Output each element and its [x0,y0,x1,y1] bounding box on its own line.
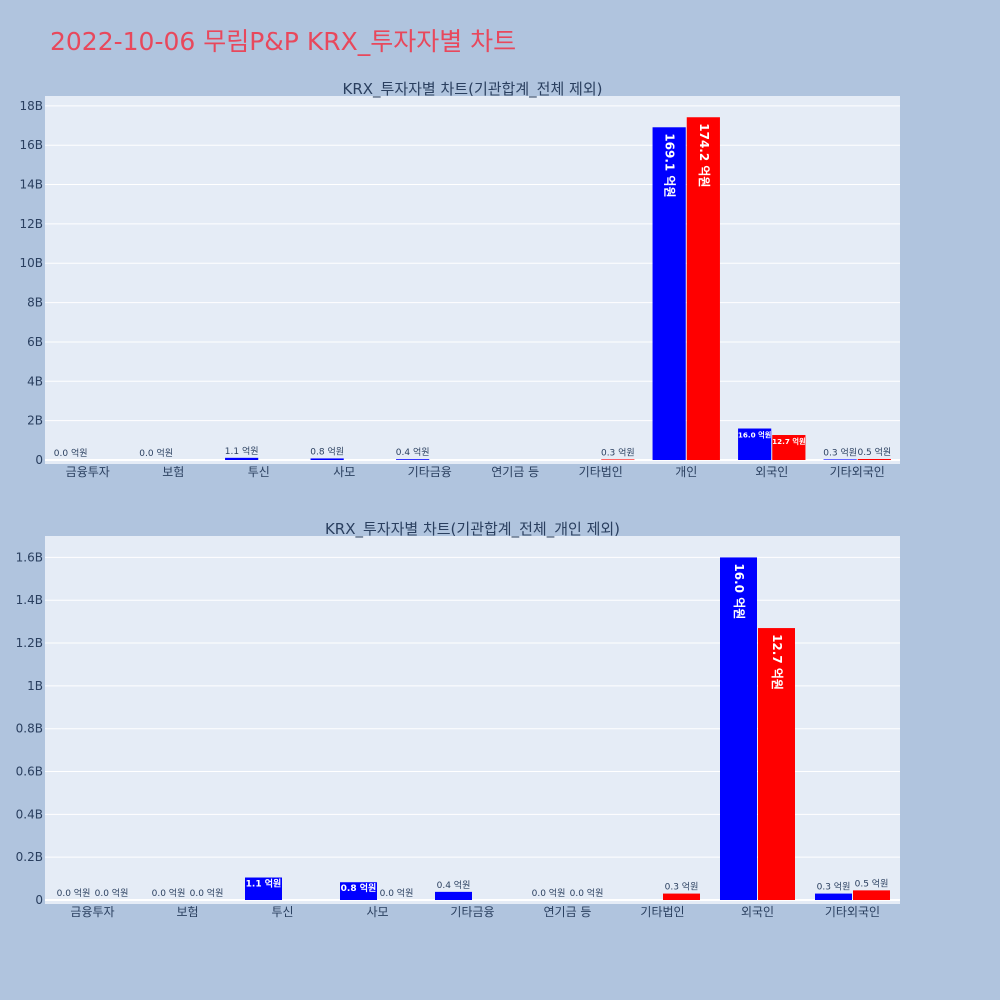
x-tick-label: 기타금융 [450,905,494,919]
x-tick-label: 투신 [248,465,270,479]
y-tick-label: 1.6B [16,550,43,564]
bar [601,459,635,460]
bar [772,435,806,460]
data-label: 0.0 억원 [54,447,88,459]
data-label: 0.3 억원 [665,881,699,893]
data-label: 16.0 억원 [738,431,771,440]
x-tick-label: 외국인 [755,465,788,479]
y-tick-label: 1.2B [16,636,43,650]
chart-title: KRX_투자자별 차트(기관합계_전체 제외) [343,80,603,99]
y-tick-label: 0.6B [16,765,43,779]
bar [823,459,857,460]
chart-title: KRX_투자자별 차트(기관합계_전체_개인 제외) [325,520,620,539]
x-tick-label: 금융투자 [70,905,114,919]
x-tick-label: 기타금융 [408,465,452,479]
data-label: 0.3 억원 [823,446,857,458]
data-label: 0.4 억원 [396,446,430,458]
chart-2: 0 0.2B 0.4B 0.6B 0.8B 1B 1.2B 1.4B 1.6B KRX_투자자별 … [16,520,900,919]
data-label: 1.1 억원 [246,878,282,890]
y-tick-label: 0.8B [16,722,43,736]
x-tick-label: 사모 [333,465,355,479]
y-tick-label: 1.4B [16,593,43,607]
data-label: 0.0 억원 [190,887,224,899]
bar [396,459,430,460]
y-tick-label: 4B [27,374,43,388]
data-label: 0.5 억원 [857,446,891,458]
bar [310,458,344,460]
data-label: 0.3 억원 [817,881,851,893]
y-tick-label: 0.4B [16,807,43,821]
data-label: 0.0 억원 [57,887,91,899]
plot-area [45,96,900,464]
bar [245,877,282,900]
data-label: 174.2 억원 [697,123,711,187]
y-tick-label: 6B [27,335,43,349]
data-label: 0.5 억원 [855,877,889,889]
data-label: 0.0 억원 [570,887,604,899]
plot-area [45,536,900,904]
data-label: 0.8 억원 [341,882,377,894]
x-tick-label: 외국인 [741,905,774,919]
bar [815,893,852,900]
data-label: 0.3 억원 [601,446,635,458]
data-label: 0.0 억원 [95,887,129,899]
x-tick-label: 보험 [162,465,184,479]
x-tick-label: 보험 [176,905,198,919]
bar [738,428,772,460]
data-label: 0.0 억원 [532,887,566,899]
y-tick-label: 14B [19,178,43,192]
y-tick-label: 10B [19,256,43,270]
data-label: 0.0 억원 [380,887,414,899]
x-tick-label: 연기금 등 [544,905,592,919]
data-label: 12.7 억원 [770,634,784,690]
y-tick-label: 2B [27,414,43,428]
data-label: 0.0 억원 [152,887,186,899]
bar [720,557,757,900]
x-tick-label: 연기금 등 [491,465,539,479]
data-label: 0.0 억원 [139,447,173,459]
data-label: 0.4 억원 [437,879,471,891]
bar [435,891,472,900]
bar [853,890,890,900]
bar [652,127,686,460]
data-label: 12.7 억원 [772,437,805,446]
bar [663,893,700,900]
bar [686,117,720,461]
y-tick-label: 0.2B [16,850,43,864]
x-tick-label: 기타외국인 [825,905,880,919]
y-tick-label: 18B [19,99,43,113]
data-label: 169.1 억원 [663,133,677,197]
data-label: 1.1 억원 [225,445,259,457]
bar [225,457,259,460]
y-tick-label: 8B [27,296,43,310]
x-tick-label: 사모 [366,905,388,919]
data-label: 16.0 억원 [732,563,746,619]
x-tick-label: 기타법인 [579,465,623,479]
y-tick-label: 0 [35,893,43,907]
y-tick-label: 1B [27,679,43,693]
x-tick-label: 금융투자 [66,465,110,479]
data-label: 0.8 억원 [310,445,344,457]
y-tick-label: 16B [19,138,43,152]
x-tick-label: 개인 [675,465,697,479]
bar [340,882,377,900]
y-tick-label: 12B [19,217,43,231]
x-tick-label: 기타외국인 [830,465,885,479]
x-tick-label: 기타법인 [640,905,684,919]
bar [758,628,795,900]
x-tick-label: 투신 [271,905,293,919]
y-tick-label: 0 [35,453,43,467]
chart-1: 0 2B 4B 6B 8B 10B 12B 14B 16B 18B KRX_투자자별 차트(기관합계… [19,80,900,479]
bar [857,459,891,460]
page-title: 2022-10-06 무림P&P KRX_투자자별 차트 [50,27,517,56]
